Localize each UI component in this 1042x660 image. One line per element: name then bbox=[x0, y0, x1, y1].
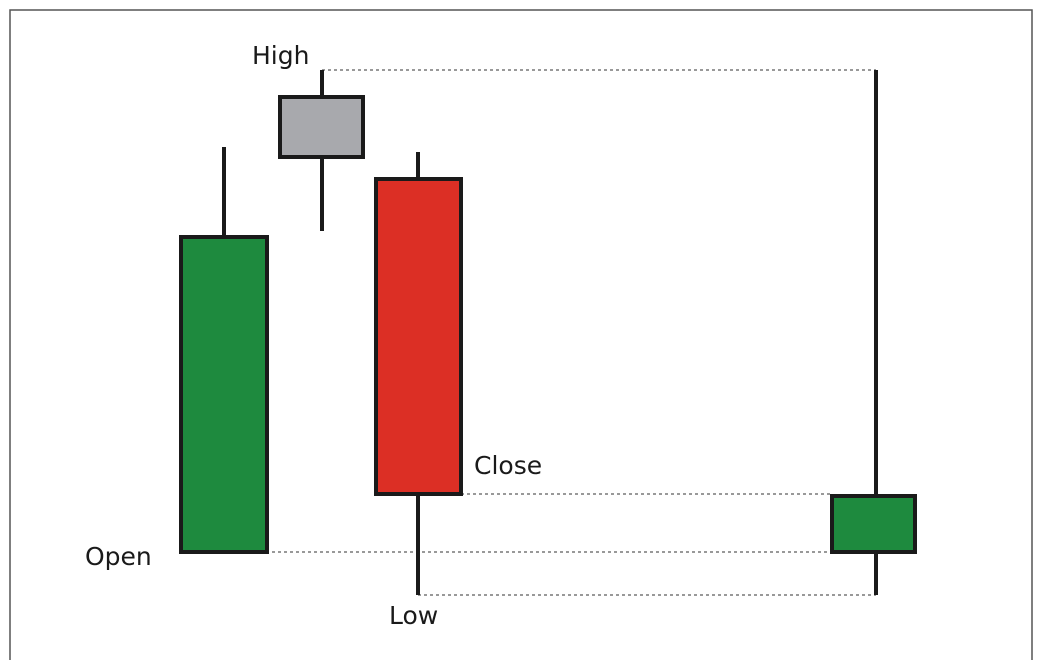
red-candle bbox=[374, 152, 463, 595]
gray-candle-body bbox=[278, 95, 365, 159]
gray-candle bbox=[278, 70, 365, 231]
green-candle-right bbox=[830, 70, 917, 595]
green-candle-left-body bbox=[179, 235, 269, 554]
diagram-frame bbox=[9, 9, 1033, 660]
red-candle-body bbox=[374, 177, 463, 496]
open-label: Open bbox=[85, 542, 152, 571]
green-candle-right-body bbox=[830, 494, 917, 554]
low-label: Low bbox=[389, 601, 438, 630]
green-candle-left bbox=[179, 147, 269, 554]
high-label: High bbox=[252, 41, 309, 70]
close-label: Close bbox=[474, 451, 542, 480]
